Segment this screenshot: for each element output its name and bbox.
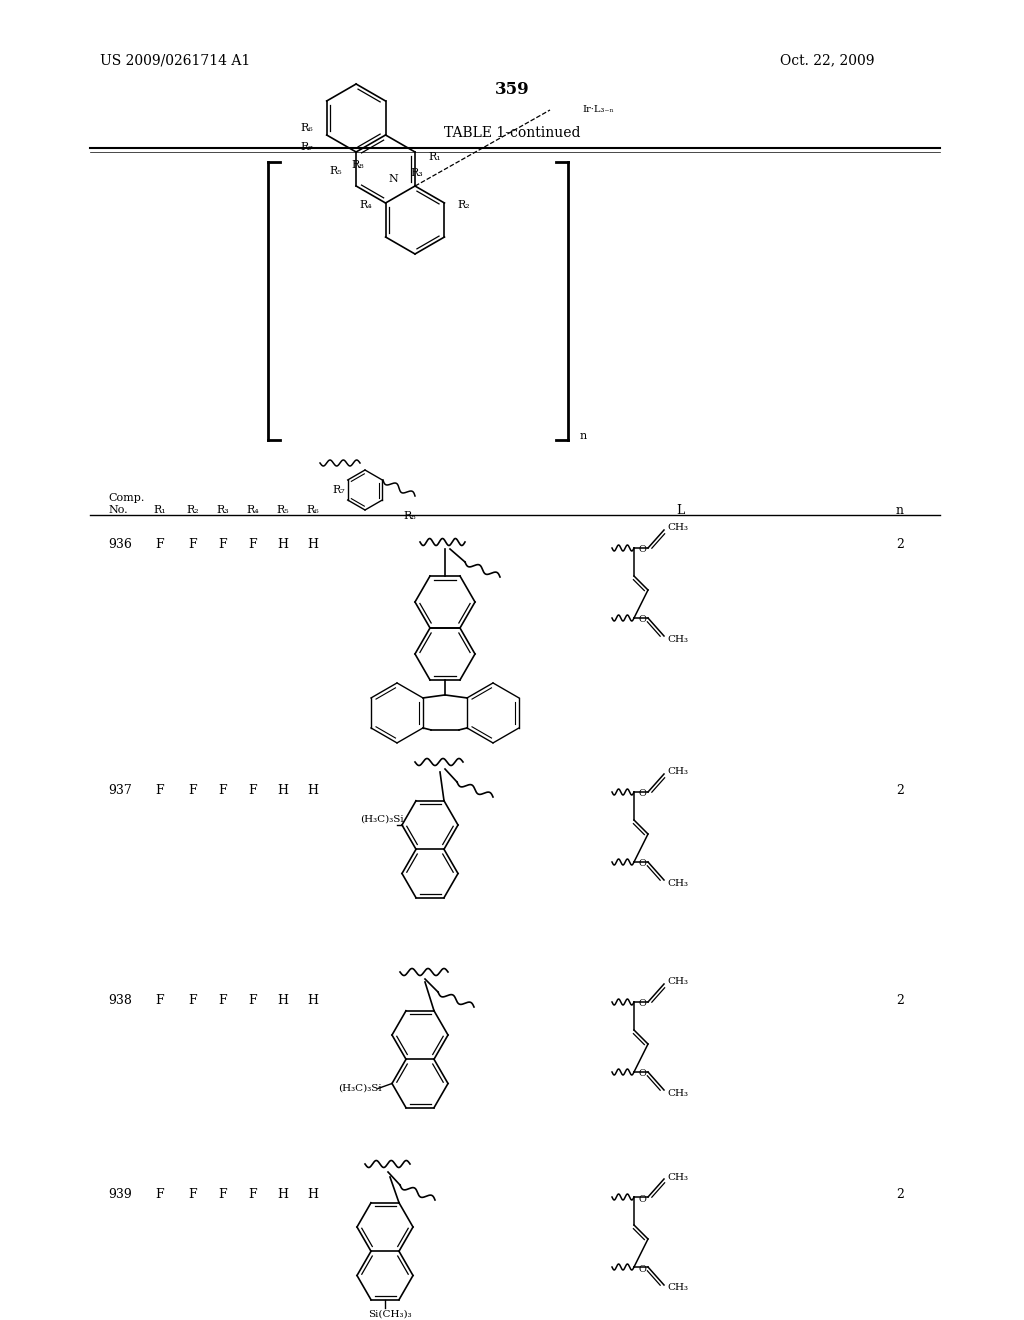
Text: 2: 2 [896,1188,904,1201]
Text: O: O [638,1195,646,1204]
Text: R₇: R₇ [301,143,313,152]
Text: O: O [638,545,646,554]
Text: L: L [676,503,684,516]
Text: F: F [219,539,227,552]
Text: H: H [278,994,289,1006]
Text: 359: 359 [495,82,529,99]
Text: Comp.: Comp. [108,492,144,503]
Text: CH₃: CH₃ [668,767,688,776]
Text: F: F [188,1188,198,1201]
Text: F: F [156,994,164,1006]
Text: H: H [307,539,318,552]
Text: R₁: R₁ [428,152,441,162]
Text: O: O [638,859,646,869]
Text: n: n [896,503,904,516]
Text: 2: 2 [896,784,904,796]
Text: H: H [307,1188,318,1201]
Text: CH₃: CH₃ [668,635,688,644]
Text: F: F [188,994,198,1006]
Text: H: H [278,784,289,796]
Text: (H₃C)₃Si: (H₃C)₃Si [360,814,403,824]
Text: F: F [156,1188,164,1201]
Text: F: F [156,784,164,796]
Text: No.: No. [108,506,128,515]
Text: 937: 937 [108,784,132,796]
Text: O: O [638,789,646,799]
Text: n: n [580,432,587,441]
Text: 936: 936 [108,539,132,552]
Text: US 2009/0261714 A1: US 2009/0261714 A1 [100,53,250,67]
Text: CH₃: CH₃ [668,879,688,887]
Text: CH₃: CH₃ [668,1089,688,1097]
Text: F: F [249,784,257,796]
Text: 939: 939 [108,1188,132,1201]
Text: CH₃: CH₃ [668,524,688,532]
Text: F: F [219,1188,227,1201]
Text: CH₃: CH₃ [668,1172,688,1181]
Text: F: F [188,539,198,552]
Text: R₅: R₅ [276,506,290,515]
Text: O: O [638,1069,646,1078]
Text: H: H [307,994,318,1006]
Text: 938: 938 [108,994,132,1006]
Text: Oct. 22, 2009: Oct. 22, 2009 [780,53,874,67]
Text: F: F [219,994,227,1006]
Text: 2: 2 [896,994,904,1006]
Text: H: H [278,539,289,552]
Text: R₂: R₂ [458,201,470,210]
Text: TABLE 1-continued: TABLE 1-continued [443,125,581,140]
Text: R₇: R₇ [332,484,345,495]
Text: R₃: R₃ [217,506,229,515]
Text: R₂: R₂ [186,506,200,515]
Text: R₃: R₃ [411,168,423,178]
Text: F: F [188,784,198,796]
Text: Ir·L₃₋ₙ: Ir·L₃₋ₙ [582,104,613,114]
Text: H: H [307,784,318,796]
Text: N: N [389,174,398,185]
Text: O: O [638,615,646,624]
Text: H: H [278,1188,289,1201]
Text: CH₃: CH₃ [668,978,688,986]
Text: F: F [249,539,257,552]
Text: R₈: R₈ [352,160,365,170]
Text: F: F [249,1188,257,1201]
Text: O: O [638,999,646,1008]
Text: (H₃C)₃Si: (H₃C)₃Si [338,1084,382,1093]
Text: R₆: R₆ [306,506,319,515]
Text: 2: 2 [896,539,904,552]
Text: Si(CH₃)₃: Si(CH₃)₃ [369,1309,412,1319]
Text: R₆: R₆ [301,123,313,133]
Text: R₄: R₄ [359,201,373,210]
Text: R₄: R₄ [247,506,259,515]
Text: R₈: R₈ [403,511,417,521]
Text: R₅: R₅ [330,166,342,176]
Text: F: F [219,784,227,796]
Text: F: F [249,994,257,1006]
Text: O: O [638,1265,646,1274]
Text: F: F [156,539,164,552]
Text: CH₃: CH₃ [668,1283,688,1292]
Text: R₁: R₁ [154,506,166,515]
